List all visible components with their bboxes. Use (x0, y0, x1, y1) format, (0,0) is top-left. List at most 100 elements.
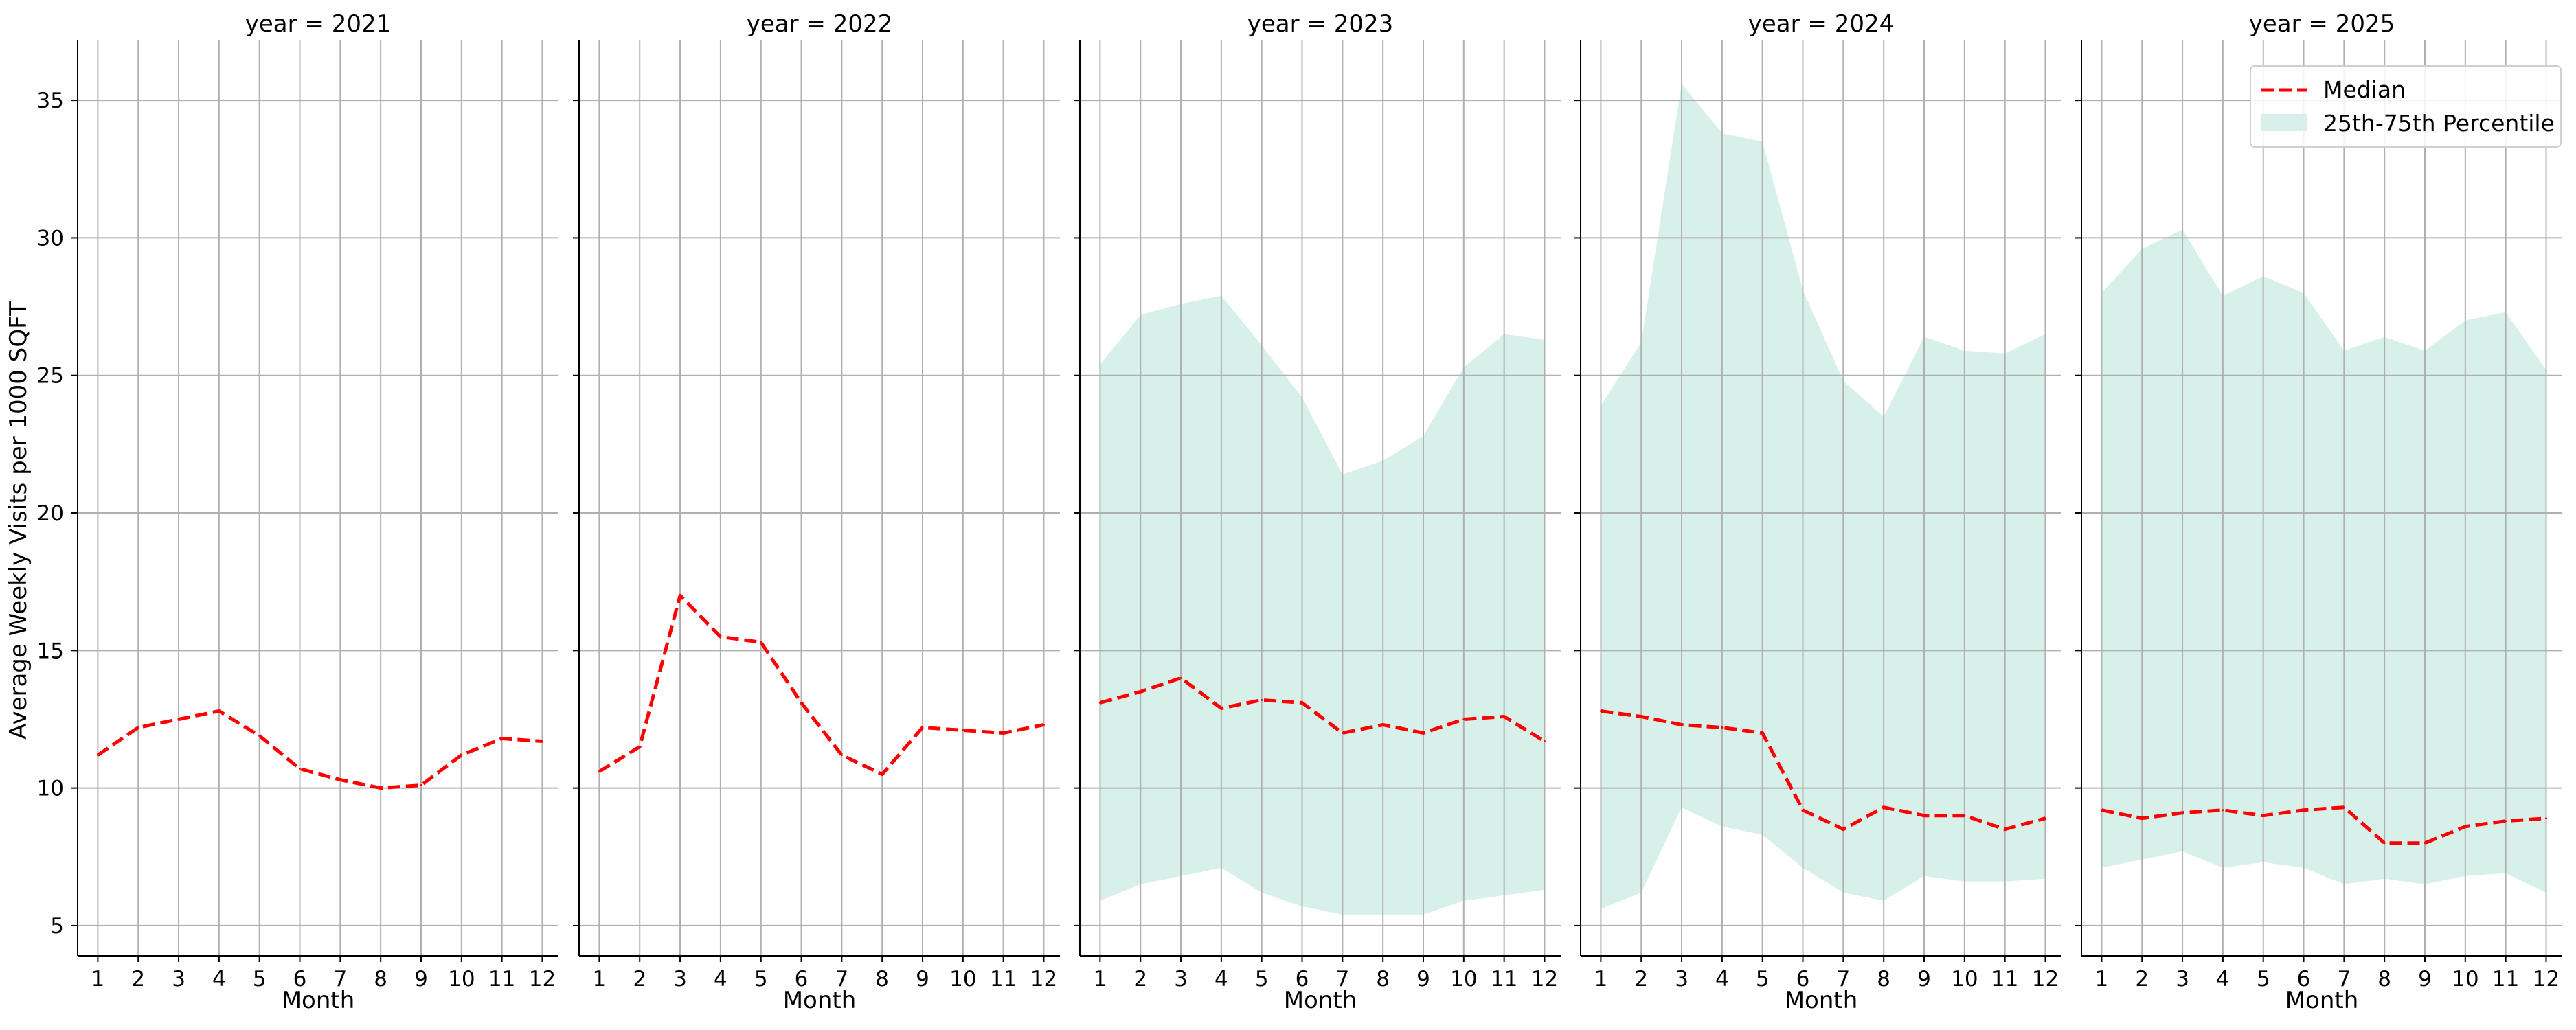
x-tick-label: 8 (2377, 967, 2391, 992)
x-tick-label: 5 (1756, 967, 1770, 992)
x-tick-label: 10 (1450, 967, 1477, 992)
x-tick-label: 5 (253, 967, 267, 992)
median-point (1640, 716, 1642, 718)
x-tick-label: 3 (1174, 967, 1188, 992)
x-tick-label: 1 (91, 967, 105, 992)
y-tick-label: 20 (37, 501, 64, 526)
median-line (1601, 709, 2046, 832)
legend-band-label: 25th-75th Percentile (2323, 110, 2555, 137)
x-tick-label: 9 (1917, 967, 1931, 992)
median-point (1963, 814, 1966, 817)
x-tick-label: 3 (172, 967, 185, 992)
legend-box (2250, 65, 2562, 148)
median-point (760, 641, 762, 643)
x-tick-label: 6 (1296, 967, 1309, 992)
median-point (1261, 698, 1263, 701)
x-tick-label: 7 (835, 967, 848, 992)
x-tick-label: 8 (1877, 967, 1890, 992)
median-point (460, 754, 463, 757)
median-point (679, 594, 681, 597)
panel-title: year = 2025 (2249, 10, 2395, 38)
y-tick-label: 25 (37, 364, 64, 389)
median-line (96, 709, 543, 790)
median-point (1761, 732, 1764, 734)
y-tick-label: 35 (37, 89, 64, 113)
x-tick-label: 8 (374, 967, 387, 992)
x-tick-label: 7 (1335, 967, 1349, 992)
median-point (2222, 809, 2224, 812)
percentile-band (1100, 295, 1545, 915)
x-tick-label: 7 (333, 967, 347, 992)
x-axis-label: Month (1284, 987, 1357, 1014)
x-tick-label: 5 (1255, 967, 1269, 992)
y-axis-label: Average Weekly Visits per 1000 SQFT (5, 301, 32, 740)
y-tick-label: 5 (50, 914, 64, 939)
x-tick-label: 6 (1796, 967, 1810, 992)
median-point (598, 770, 600, 773)
legend-median-label: Median (2323, 76, 2406, 103)
x-tick-label: 7 (1836, 967, 1850, 992)
median-point (96, 754, 99, 757)
x-tick-label: 9 (916, 967, 929, 992)
median-line (1099, 676, 1546, 743)
median-point (1179, 676, 1182, 679)
x-tick-label: 3 (673, 967, 687, 992)
x-tick-label: 2 (633, 967, 646, 992)
median-line (2101, 805, 2546, 845)
x-tick-label: 1 (1594, 967, 1608, 992)
median-point (2424, 842, 2426, 845)
x-tick-label: 10 (2452, 967, 2478, 992)
median-point (1301, 701, 1303, 704)
median-point (1802, 809, 1804, 812)
median-point (1341, 732, 1344, 734)
median-point (2464, 825, 2467, 828)
x-tick-label: 12 (1531, 967, 1558, 992)
x-tick-label: 1 (2095, 967, 2109, 992)
median-point (299, 768, 301, 770)
median-point (2044, 817, 2046, 820)
panel-title: year = 2021 (245, 10, 391, 38)
median-point (2100, 809, 2103, 812)
median-point (2262, 814, 2265, 817)
legend-band-swatch (2261, 114, 2307, 131)
median-point (962, 729, 964, 731)
x-tick-label: 2 (131, 967, 145, 992)
x-tick-label: 1 (593, 967, 607, 992)
y-tick-label: 10 (37, 777, 64, 801)
x-tick-label: 6 (795, 967, 809, 992)
median-point (1462, 718, 1465, 720)
median-point (1002, 732, 1005, 734)
median-point (1842, 828, 1844, 831)
x-tick-label: 10 (1951, 967, 1978, 992)
x-tick-label: 11 (488, 967, 515, 992)
x-axis-label: Month (1785, 987, 1858, 1014)
median-point (840, 754, 843, 757)
median-point (2004, 828, 2007, 831)
x-tick-label: 11 (1491, 967, 1517, 992)
median-point (1882, 806, 1885, 809)
x-tick-label: 4 (1214, 967, 1228, 992)
panel-title: year = 2023 (1247, 10, 1393, 38)
median-point (1923, 814, 1925, 817)
x-tick-label: 4 (2216, 967, 2230, 992)
x-tick-label: 5 (754, 967, 768, 992)
panel-title: year = 2024 (1748, 10, 1894, 38)
x-tick-label: 2 (1634, 967, 1648, 992)
median-point (258, 735, 261, 737)
legend: Median 25th-75th Percentile (2250, 65, 2562, 148)
x-tick-label: 12 (2032, 967, 2059, 992)
median-point (638, 746, 641, 748)
median-point (2140, 817, 2143, 820)
x-tick-label: 4 (714, 967, 727, 992)
x-tick-label: 1 (1094, 967, 1107, 992)
median-point (2181, 812, 2184, 814)
median-point (881, 773, 883, 776)
median-point (218, 710, 221, 712)
x-tick-label: 9 (1416, 967, 1430, 992)
median-point (1503, 716, 1506, 718)
y-tick-label: 30 (37, 226, 64, 251)
median-point (1721, 726, 1724, 729)
median-point (921, 726, 924, 729)
